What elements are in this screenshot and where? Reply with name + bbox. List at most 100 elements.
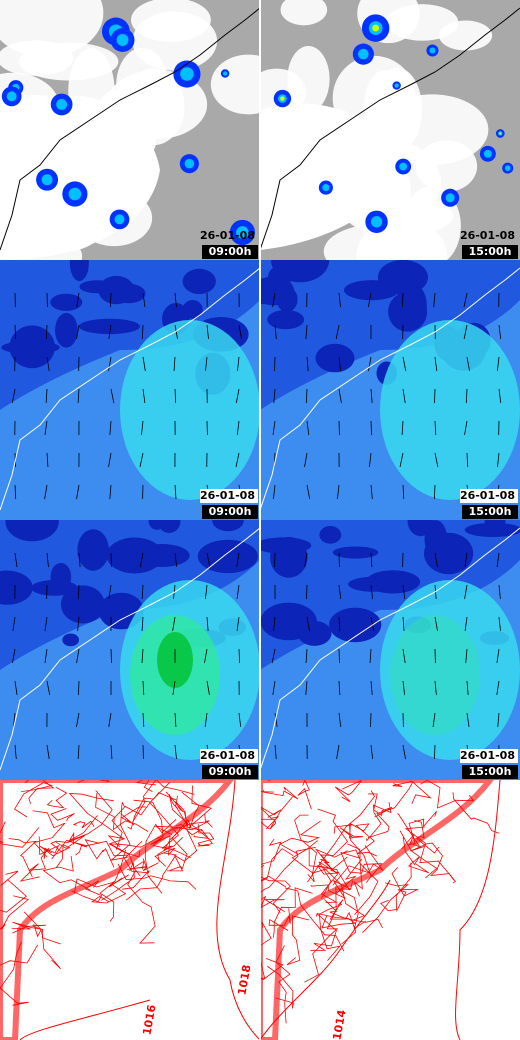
isobar xyxy=(263,786,299,800)
dark-patch xyxy=(9,325,55,369)
isobar xyxy=(46,786,68,809)
wind-arrow xyxy=(174,292,177,308)
wind-arrow xyxy=(109,484,112,500)
wind-arrow xyxy=(271,648,276,664)
wind-arrow xyxy=(236,584,240,600)
isobar xyxy=(307,790,375,883)
isobar xyxy=(273,887,313,938)
time-box xyxy=(462,765,518,779)
isobar xyxy=(84,839,115,868)
isobar-fill xyxy=(260,780,494,1040)
wind-arrow xyxy=(370,680,373,696)
dark-patch xyxy=(182,300,203,319)
wind-arrow xyxy=(498,388,502,404)
wind-arrow xyxy=(108,356,112,372)
wind-arrow xyxy=(336,744,340,760)
dark-patch xyxy=(267,265,292,289)
wind-arrow xyxy=(369,648,372,664)
rain-core xyxy=(483,149,492,158)
time-label: 09:00h xyxy=(209,245,252,258)
rain-core xyxy=(114,214,125,225)
isobar xyxy=(127,870,156,944)
dark-patch xyxy=(182,268,216,295)
rain-core xyxy=(68,187,82,201)
wind-arrow xyxy=(236,552,240,568)
isobar xyxy=(72,820,95,829)
strong-field xyxy=(390,615,480,735)
wind-arrow xyxy=(466,452,469,468)
time-label: 15:00h xyxy=(469,505,512,518)
wind-arrow xyxy=(14,680,18,696)
date-box xyxy=(200,749,258,763)
wind-arrow xyxy=(139,452,144,468)
land-field xyxy=(260,260,520,410)
wind-arrow xyxy=(272,680,276,696)
wind-arrow xyxy=(466,712,470,728)
rain-core xyxy=(322,184,330,192)
dark-patch xyxy=(77,529,109,571)
wind-arrow xyxy=(14,552,18,568)
wind-arrow xyxy=(466,680,469,696)
isobar xyxy=(122,840,150,890)
wind-arrow xyxy=(46,356,50,372)
isobar xyxy=(109,801,131,861)
time-box xyxy=(202,245,258,259)
wind-arrow xyxy=(370,388,373,404)
wind-arrow xyxy=(14,324,17,340)
wind-arrow xyxy=(76,292,80,308)
wind-arrow xyxy=(306,616,310,632)
wind-arrow xyxy=(12,616,16,632)
wind-arrow xyxy=(305,648,308,664)
rain-core xyxy=(504,165,511,171)
wind-arrow xyxy=(464,616,468,632)
isobar xyxy=(117,863,197,890)
wind-arrow xyxy=(13,712,16,728)
date-label: 26-01-08 xyxy=(200,229,255,242)
dark-patch xyxy=(5,520,59,542)
isobar xyxy=(0,870,27,913)
wind-arrow xyxy=(496,680,500,696)
wind-arrow xyxy=(338,584,342,600)
dark-patch xyxy=(319,525,342,544)
coastline xyxy=(0,7,260,251)
date-label: 26-01-08 xyxy=(460,229,515,242)
wind-arrow xyxy=(465,388,468,404)
wind-arrow xyxy=(142,712,145,728)
isobar xyxy=(329,899,357,945)
rain-core xyxy=(56,99,68,110)
wind-arrow xyxy=(370,552,373,568)
dark-patch xyxy=(267,309,305,330)
wind-arrow xyxy=(235,388,240,404)
isobar xyxy=(23,911,61,970)
panel-body: 1014 xyxy=(260,780,520,1040)
rain-core xyxy=(399,162,408,171)
wind-arrow xyxy=(173,356,176,372)
wind-arrow xyxy=(172,616,176,632)
dark-patch xyxy=(106,537,163,574)
wind-arrow xyxy=(204,648,208,664)
wind-arrow xyxy=(110,552,112,568)
isobar xyxy=(95,793,149,832)
isobar xyxy=(410,842,443,879)
wind-arrow xyxy=(141,324,144,340)
time-label: 09:00h xyxy=(209,505,252,518)
isobar xyxy=(39,843,71,869)
warm-field xyxy=(380,320,520,500)
panel-body xyxy=(260,0,520,260)
wind-arrow xyxy=(273,616,276,632)
wind-arrow xyxy=(46,744,50,760)
wind-arrow xyxy=(142,356,146,372)
isobar xyxy=(318,904,343,961)
isobar xyxy=(50,835,86,853)
dark-patch xyxy=(157,520,181,533)
wind-arrow xyxy=(464,584,468,600)
isobar xyxy=(132,780,195,823)
wind-arrow xyxy=(205,584,208,600)
isobar xyxy=(126,858,159,872)
isobar xyxy=(362,867,410,933)
rain-core xyxy=(180,67,194,81)
wind-arrow xyxy=(206,680,210,696)
panel: 1018 1016 xyxy=(0,780,260,1040)
isobar xyxy=(149,801,180,862)
date-label: 26-01-08 xyxy=(200,489,255,502)
